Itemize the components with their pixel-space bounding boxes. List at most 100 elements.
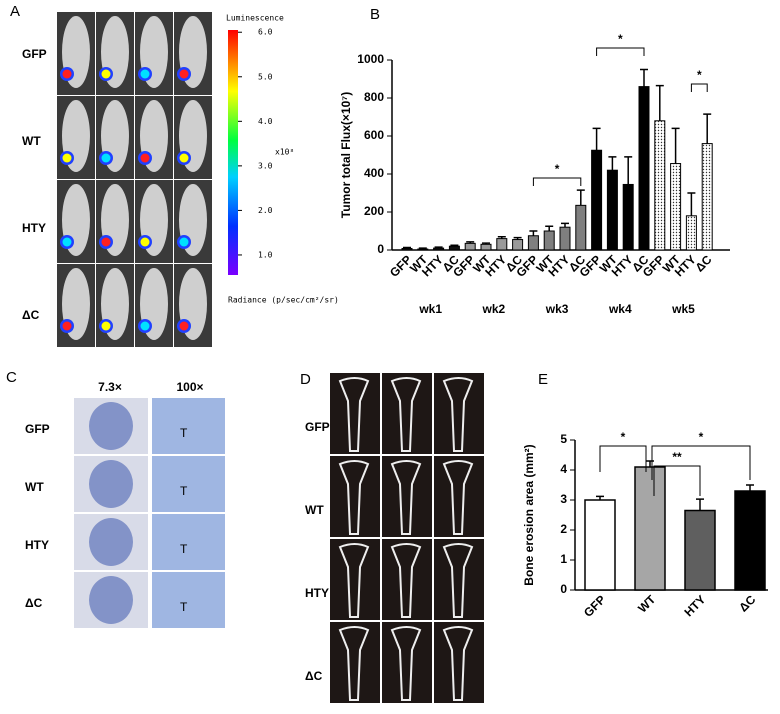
x-tick-label: WT [635, 592, 659, 616]
error-bar [696, 498, 704, 511]
tissue [89, 518, 133, 566]
signal [62, 153, 72, 163]
error-bar [624, 156, 633, 185]
y-axis-label: Bone erosion area (mm²) [522, 444, 536, 585]
group-label: wk2 [482, 302, 506, 316]
bar [670, 163, 682, 251]
colorbar-tick-label: 6.0 [258, 28, 273, 37]
error-bar [596, 495, 604, 500]
row-label: HTY [22, 221, 46, 235]
photo [434, 622, 484, 703]
photo [152, 572, 225, 628]
colorbar-tick-label: 5.0 [258, 72, 273, 81]
signal [140, 153, 150, 163]
annotation: T [180, 484, 188, 498]
significance-label: * [618, 32, 623, 46]
signal [140, 237, 150, 247]
bone [442, 377, 474, 452]
bone [338, 460, 370, 535]
bar [591, 149, 603, 251]
bar [638, 86, 650, 251]
y-axis-label: Tumor total Flux(×10⁷) [339, 92, 353, 218]
signal [140, 69, 150, 79]
group-label: wk4 [608, 302, 632, 316]
bar [543, 230, 555, 251]
row-label: HTY [25, 538, 49, 552]
bone [338, 626, 370, 701]
colorbar-caption: Radiance (p/sec/cm²/sr) [228, 296, 339, 305]
error-bar [608, 156, 617, 171]
significance-label: ** [672, 450, 682, 464]
error-bar [418, 247, 427, 250]
bar [433, 247, 445, 251]
significance-label: * [697, 68, 702, 82]
colorbar-tick-label: 4.0 [258, 117, 273, 126]
bone [442, 543, 474, 618]
signal [179, 153, 189, 163]
annotation: T [180, 542, 188, 556]
x-tick-label: HTY [681, 592, 708, 619]
row-label: WT [22, 134, 41, 148]
significance-bracket [653, 465, 701, 496]
bar [401, 247, 413, 251]
error-bar [497, 235, 506, 239]
signal [179, 69, 189, 79]
bar [417, 248, 429, 251]
photo [330, 373, 380, 454]
colorbar-tick-label: 2.0 [258, 206, 273, 215]
photo [330, 456, 380, 537]
row-label: WT [25, 480, 44, 494]
colorbar-title: Luminescence [226, 14, 284, 23]
bar [527, 235, 539, 251]
bar [634, 466, 666, 591]
y-tick-label: 600 [364, 128, 384, 142]
photo [382, 456, 432, 537]
column-header: 100× [176, 380, 203, 394]
annotation: T [180, 600, 188, 614]
y-tick-label: 200 [364, 204, 384, 218]
row-label: GFP [25, 422, 50, 436]
photo [434, 456, 484, 537]
bone [442, 626, 474, 701]
bone [390, 377, 422, 452]
y-tick-label: 4 [560, 462, 567, 476]
colorbar [228, 30, 238, 275]
photo [434, 539, 484, 620]
group-label: wk5 [671, 302, 695, 316]
tissue [89, 576, 133, 624]
bar [559, 226, 571, 251]
error-bar [576, 189, 585, 206]
signal [179, 237, 189, 247]
tissue [89, 460, 133, 508]
significance-bracket [532, 177, 582, 186]
significance-label: * [699, 430, 704, 444]
x-tick-label: ΔC [736, 592, 758, 614]
significance-label: * [555, 162, 560, 176]
error-bar [646, 460, 654, 467]
error-bar [687, 192, 696, 216]
y-tick-label: 400 [364, 166, 384, 180]
bar [685, 215, 697, 251]
y-tick-label: 2 [560, 522, 567, 536]
row-label: HTY [305, 586, 329, 600]
signal [101, 153, 111, 163]
panel-label: D [300, 371, 311, 388]
column-header: 7.3× [98, 380, 122, 394]
group-label: wk1 [418, 302, 442, 316]
error-bar [545, 225, 554, 231]
bar [480, 243, 492, 251]
bone [338, 543, 370, 618]
colorbar-unit: x10⁸ [275, 148, 294, 157]
row-label: GFP [305, 420, 330, 434]
error-bar [640, 68, 648, 87]
x-tick-label: ΔC [692, 252, 714, 274]
bone [390, 460, 422, 535]
y-tick-label: 1000 [357, 52, 384, 66]
error-bar [561, 222, 569, 228]
bar [622, 183, 634, 251]
bar [654, 120, 666, 251]
row-label: WT [305, 503, 324, 517]
error-bar [703, 113, 712, 144]
photo [330, 622, 380, 703]
